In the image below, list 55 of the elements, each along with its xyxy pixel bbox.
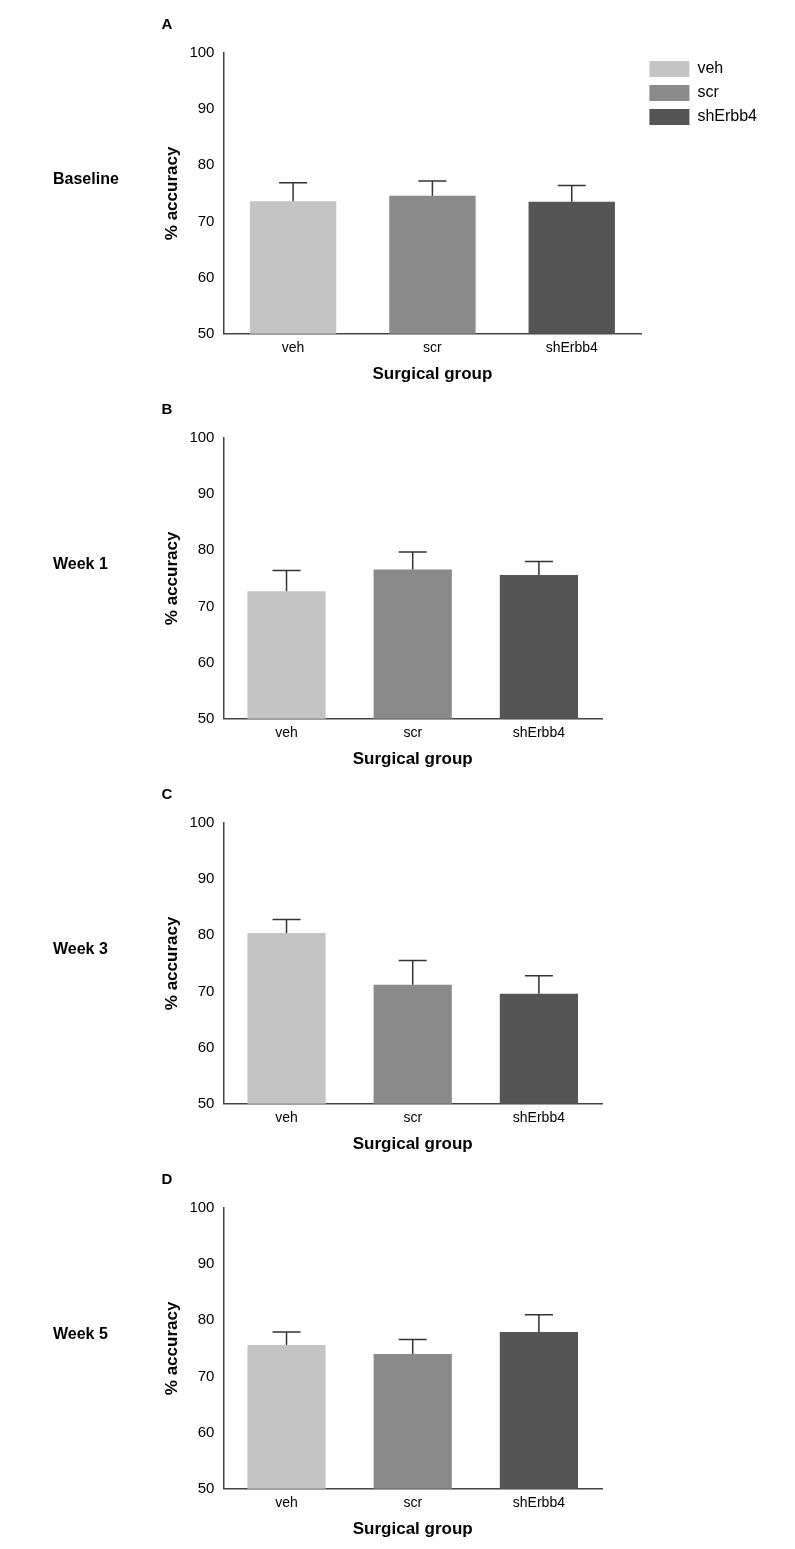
y-tick-label: 90	[197, 1254, 215, 1272]
x-tick-label: veh	[275, 1494, 298, 1511]
chart-title: B	[161, 400, 173, 418]
y-tick-label: 70	[197, 596, 215, 614]
x-tick-label: veh	[275, 724, 298, 741]
y-tick-label: 50	[197, 1093, 215, 1111]
y-tick-label: 80	[197, 1310, 215, 1328]
x-tick-label: scr	[403, 1494, 423, 1511]
text: Week 1	[53, 554, 108, 572]
x-tick-label: shErbb4	[545, 339, 599, 356]
text: Baseline	[53, 169, 119, 187]
y-tick-label: 50	[197, 708, 215, 726]
legend-label: scr	[697, 83, 720, 101]
x-tick-label: shErbb4	[512, 1109, 566, 1126]
y-tick-label: 70	[197, 1366, 215, 1384]
y-tick-label: 60	[197, 1422, 215, 1440]
y-tick-label: 60	[197, 652, 215, 670]
y-tick-label: 60	[197, 267, 215, 285]
y-axis-title: % accuracy	[161, 916, 181, 1011]
x-tick-label: scr	[403, 724, 423, 741]
y-axis-title: % accuracy	[161, 1301, 181, 1396]
y-tick-label: 100	[189, 43, 215, 61]
y-tick-label: 50	[197, 1478, 215, 1496]
y-tick-label: 50	[197, 323, 215, 341]
y-tick-label: 70	[197, 981, 215, 999]
y-tick-label: 90	[197, 99, 215, 117]
chart-title: C	[161, 785, 173, 803]
chart-title: D	[161, 1170, 173, 1188]
y-axis-title: % accuracy	[161, 531, 181, 626]
x-axis-title: Surgical group	[352, 749, 473, 769]
x-tick-label: scr	[403, 1109, 423, 1126]
x-tick-label: scr	[423, 339, 443, 356]
x-tick-label: shErbb4	[512, 724, 566, 741]
legend-label: veh	[697, 59, 724, 77]
y-axis-title: % accuracy	[161, 146, 181, 241]
legend-label: shErbb4	[697, 107, 758, 125]
y-tick-label: 80	[197, 925, 215, 943]
y-tick-label: 90	[197, 869, 215, 887]
y-tick-label: 90	[197, 484, 215, 502]
x-axis-title: Surgical group	[352, 1134, 473, 1154]
y-tick-label: 100	[189, 813, 215, 831]
chart-title: A	[161, 15, 173, 33]
y-tick-label: 80	[197, 155, 215, 173]
text: Week 5	[53, 1324, 108, 1342]
text: Week 3	[53, 939, 108, 957]
x-tick-label: shErbb4	[512, 1494, 566, 1511]
x-axis-title: Surgical group	[352, 1519, 473, 1539]
y-tick-label: 80	[197, 540, 215, 558]
y-tick-label: 60	[197, 1037, 215, 1055]
y-tick-label: 100	[189, 1198, 215, 1216]
x-tick-label: veh	[281, 339, 305, 356]
y-tick-label: 100	[189, 428, 215, 446]
x-tick-label: veh	[275, 1109, 298, 1126]
y-tick-label: 70	[197, 211, 215, 229]
x-axis-title: Surgical group	[372, 364, 493, 384]
